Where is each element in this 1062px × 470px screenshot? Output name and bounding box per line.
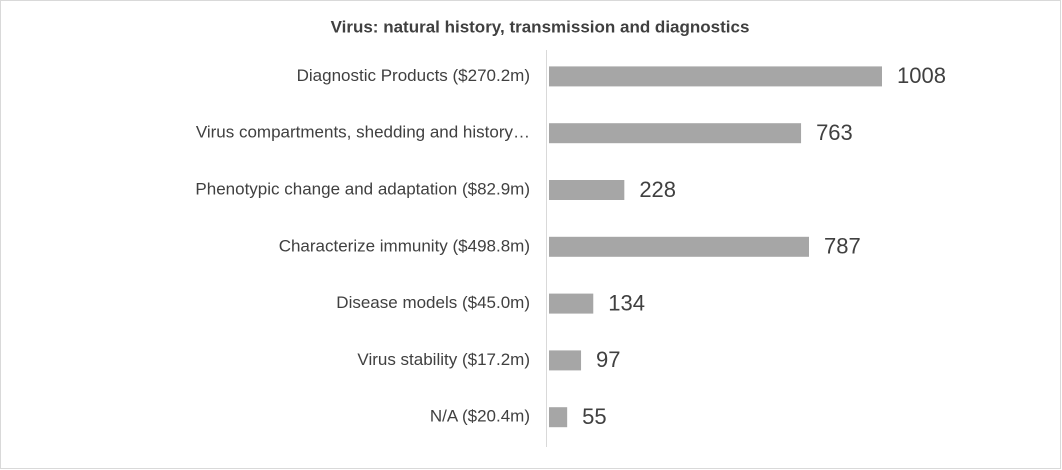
category-label: N/A ($20.4m) xyxy=(430,407,530,426)
category-label: Virus stability ($17.2m) xyxy=(357,350,530,369)
bar xyxy=(549,123,802,144)
data-label: 134 xyxy=(608,290,645,315)
bar xyxy=(549,236,809,257)
data-label: 228 xyxy=(639,177,676,202)
category-label: Disease models ($45.0m) xyxy=(336,293,530,312)
data-label: 55 xyxy=(582,404,606,429)
category-label: Phenotypic change and adaptation ($82.9m… xyxy=(195,179,530,198)
category-label: Diagnostic Products ($270.2m) xyxy=(297,66,530,85)
bar xyxy=(549,180,625,200)
category-label: Virus compartments, shedding and history… xyxy=(196,123,530,142)
data-label: 1008 xyxy=(897,63,946,88)
bar xyxy=(549,66,882,87)
chart-title: Virus: natural history, transmission and… xyxy=(331,17,750,36)
data-label: 763 xyxy=(816,120,853,145)
bar xyxy=(549,407,568,428)
category-label: Characterize immunity ($498.8m) xyxy=(279,236,530,255)
bar xyxy=(549,350,582,371)
data-label: 787 xyxy=(824,234,861,259)
bar xyxy=(549,293,594,314)
data-label: 97 xyxy=(596,347,620,372)
